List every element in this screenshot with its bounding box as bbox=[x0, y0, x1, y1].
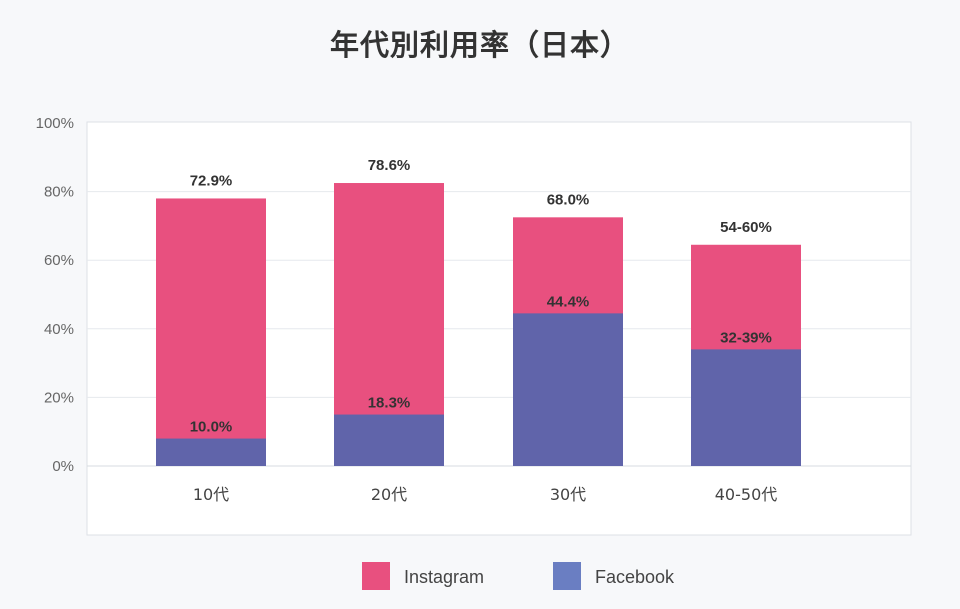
chart-title: 年代別利用率（日本） bbox=[329, 28, 630, 62]
legend-label: Instagram bbox=[404, 567, 484, 587]
y-tick-label: 40% bbox=[44, 321, 74, 338]
y-tick-label: 60% bbox=[44, 252, 74, 269]
y-axis-ticks: 0% 20% 40% 60% 80% 100% bbox=[36, 115, 74, 475]
x-axis-categories: 10代 20代 30代 40-50代 bbox=[193, 485, 777, 504]
x-category-label: 20代 bbox=[371, 485, 407, 504]
y-tick-label: 80% bbox=[44, 184, 74, 201]
data-label-facebook: 44.4% bbox=[547, 293, 590, 310]
data-label-facebook: 18.3% bbox=[368, 395, 411, 412]
data-label-facebook: 32-39% bbox=[720, 329, 772, 346]
legend-swatch bbox=[553, 562, 581, 590]
x-category-label: 30代 bbox=[550, 485, 586, 504]
x-category-label: 10代 bbox=[193, 485, 229, 504]
y-tick-label: 0% bbox=[52, 458, 74, 475]
bar-instagram bbox=[156, 198, 266, 466]
data-label-facebook: 10.0% bbox=[190, 419, 233, 436]
data-labels: 72.9% 10.0% 78.6% 18.3% 68.0% 44.4% 54-60% 32-3… bbox=[190, 157, 772, 436]
data-label-instagram: 54-60% bbox=[720, 219, 772, 236]
bar-facebook bbox=[513, 313, 623, 466]
y-tick-label: 20% bbox=[44, 389, 74, 406]
bar-facebook bbox=[334, 414, 444, 466]
y-tick-label: 100% bbox=[36, 115, 74, 132]
bars bbox=[156, 183, 801, 466]
data-label-instagram: 78.6% bbox=[368, 157, 411, 174]
legend-label: Facebook bbox=[595, 567, 675, 587]
data-label-instagram: 68.0% bbox=[547, 191, 590, 208]
data-label-instagram: 72.9% bbox=[190, 172, 233, 189]
x-category-label: 40-50代 bbox=[715, 485, 778, 504]
bar-facebook bbox=[156, 438, 266, 466]
legend-swatch bbox=[362, 562, 390, 590]
legend: Instagram Facebook bbox=[362, 562, 675, 590]
bar-facebook bbox=[691, 349, 801, 466]
